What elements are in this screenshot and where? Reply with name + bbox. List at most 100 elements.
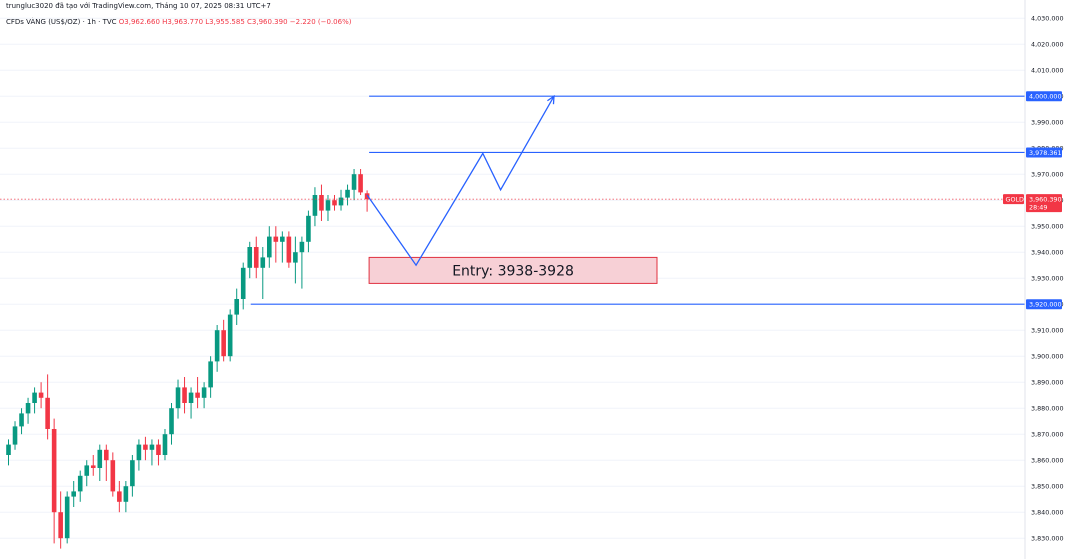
axis-tick-label: 3,950.000 xyxy=(1031,223,1064,231)
price-axis[interactable]: 4,030.000 4,020.000 4,010.000 4,000.000 3,99… xyxy=(1024,0,1064,559)
ohlc-open: O3,962.660 xyxy=(118,18,160,26)
candle-body xyxy=(58,512,63,539)
level-badge-label: 3,978.361 xyxy=(1029,149,1062,157)
entry-zone[interactable]: Entry: 3938-3928 xyxy=(368,256,658,284)
candle-body xyxy=(156,444,161,455)
candle-body xyxy=(175,387,181,409)
axis-tick-label: 3,840.000 xyxy=(1031,509,1064,517)
candle-body xyxy=(299,241,305,253)
axis-tick-label: 3,850.000 xyxy=(1031,483,1064,491)
axis-tick-label: 4,010.000 xyxy=(1031,67,1064,75)
candle-body xyxy=(260,257,266,268)
candle-body xyxy=(110,460,116,492)
projection-path[interactable] xyxy=(366,94,555,267)
candle-body xyxy=(306,215,311,242)
candle-body xyxy=(25,403,31,414)
symbol-description: CFDs VÀNG (US$/OZ) · 1h · TVC xyxy=(6,18,117,26)
candle-body xyxy=(319,195,324,211)
level-badge-label: 3,920.000 xyxy=(1029,301,1062,309)
candle-body xyxy=(38,392,44,398)
candle-body xyxy=(364,193,370,200)
candle-body xyxy=(325,200,331,211)
publisher-line: trungluc3020 đã tạo với TradingView.com,… xyxy=(6,2,271,10)
candle-body xyxy=(227,314,233,357)
candle-body xyxy=(273,236,279,242)
candle-body xyxy=(293,252,298,263)
axis-tick-label: 3,990.000 xyxy=(1031,119,1064,127)
ohlc-close: C3,960.390 xyxy=(247,18,288,26)
axis-tick-label: 4,030.000 xyxy=(1031,15,1064,23)
ohlc-low: L3,955.585 xyxy=(205,18,245,26)
ohlc-high: H3,963.770 xyxy=(162,18,204,26)
candle-body xyxy=(45,397,50,429)
candle-body xyxy=(345,189,350,198)
candle-body xyxy=(253,247,259,268)
projection-line[interactable] xyxy=(366,95,555,267)
candle-body xyxy=(208,361,213,388)
axis-tick-label: 3,910.000 xyxy=(1031,327,1064,335)
candle-body xyxy=(123,486,129,502)
candle-body xyxy=(351,174,357,190)
axis-tick-label: 3,890.000 xyxy=(1031,379,1064,387)
candle-body xyxy=(234,299,239,315)
axis-tick-label: 3,930.000 xyxy=(1031,275,1064,283)
ohlc-change: −2.220 (−0.06%) xyxy=(289,18,352,26)
price-badges: 4,000.000 3,978.361 3,920.000 3,960.39028:4… xyxy=(1003,91,1062,310)
entry-zone-box[interactable] xyxy=(368,256,658,284)
horizontal-levels[interactable] xyxy=(0,95,1025,305)
candle-body xyxy=(240,267,246,299)
candle-body xyxy=(267,236,272,258)
grid xyxy=(0,17,1025,539)
candle-body xyxy=(286,236,292,263)
symbol-badge-label: GOLD xyxy=(1006,196,1025,204)
countdown-label: 28:49 xyxy=(1029,204,1047,212)
candle-body xyxy=(195,392,200,398)
candle-body xyxy=(19,413,24,427)
candle-body xyxy=(77,475,83,492)
candle-body xyxy=(104,449,109,461)
entry-zone-label: Entry: 3938-3928 xyxy=(452,263,574,279)
axis-tick-label: 3,940.000 xyxy=(1031,249,1064,257)
level-badge xyxy=(1026,147,1062,158)
candle-body xyxy=(312,195,318,216)
candle-body xyxy=(64,496,70,539)
axis-tick-label: 3,860.000 xyxy=(1031,457,1064,465)
candles xyxy=(6,169,370,549)
candle-body xyxy=(169,408,174,435)
level-badge-label: 4,000.000 xyxy=(1029,93,1062,101)
candle-body xyxy=(97,449,103,468)
candle-body xyxy=(143,444,148,450)
axis-tick-label: 3,900.000 xyxy=(1031,353,1064,361)
candle-body xyxy=(221,330,226,357)
candle-body xyxy=(338,197,344,206)
axis-tick-label: 3,970.000 xyxy=(1031,171,1064,179)
current-price-badge xyxy=(1026,194,1062,213)
level-badge xyxy=(1026,91,1062,102)
axis-tick-label: 4,020.000 xyxy=(1031,41,1064,49)
axis-tick-label: 3,870.000 xyxy=(1031,431,1064,439)
axis-tick-label: 3,880.000 xyxy=(1031,405,1064,413)
candle-body xyxy=(130,460,135,487)
candle-body xyxy=(90,465,96,468)
candle-body xyxy=(12,426,18,445)
candle-body xyxy=(280,236,285,242)
candle-body xyxy=(214,330,220,362)
candle-body xyxy=(149,444,155,450)
candle-body xyxy=(6,444,11,455)
candle-body xyxy=(358,174,363,193)
candle-body xyxy=(71,491,76,497)
candle-body xyxy=(247,247,253,268)
candle-body xyxy=(51,429,57,513)
candle-body xyxy=(201,387,207,398)
axis-tick-label: 3,830.000 xyxy=(1031,535,1064,543)
candle-body xyxy=(332,200,337,206)
symbol-legend: CFDs VÀNG (US$/OZ) · 1h · TVC O3,962.660… xyxy=(6,18,351,26)
level-badge xyxy=(1026,299,1062,310)
candle-body xyxy=(32,392,37,403)
candle-body xyxy=(117,491,122,502)
candle-body xyxy=(84,465,90,476)
candle-body xyxy=(162,434,168,455)
candle-body xyxy=(182,387,187,403)
